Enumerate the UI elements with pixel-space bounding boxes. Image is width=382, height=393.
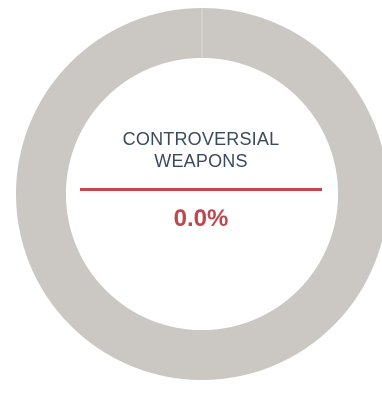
donut-center-label: CONTROVERSIAL WEAPONS 0.0% [80, 128, 322, 233]
center-divider [80, 188, 322, 191]
category-label-line-1: CONTROVERSIAL [122, 129, 280, 149]
percentage-value: 0.0% [173, 205, 229, 232]
category-label-line-2: WEAPONS [154, 151, 248, 171]
donut-hole [66, 58, 338, 330]
